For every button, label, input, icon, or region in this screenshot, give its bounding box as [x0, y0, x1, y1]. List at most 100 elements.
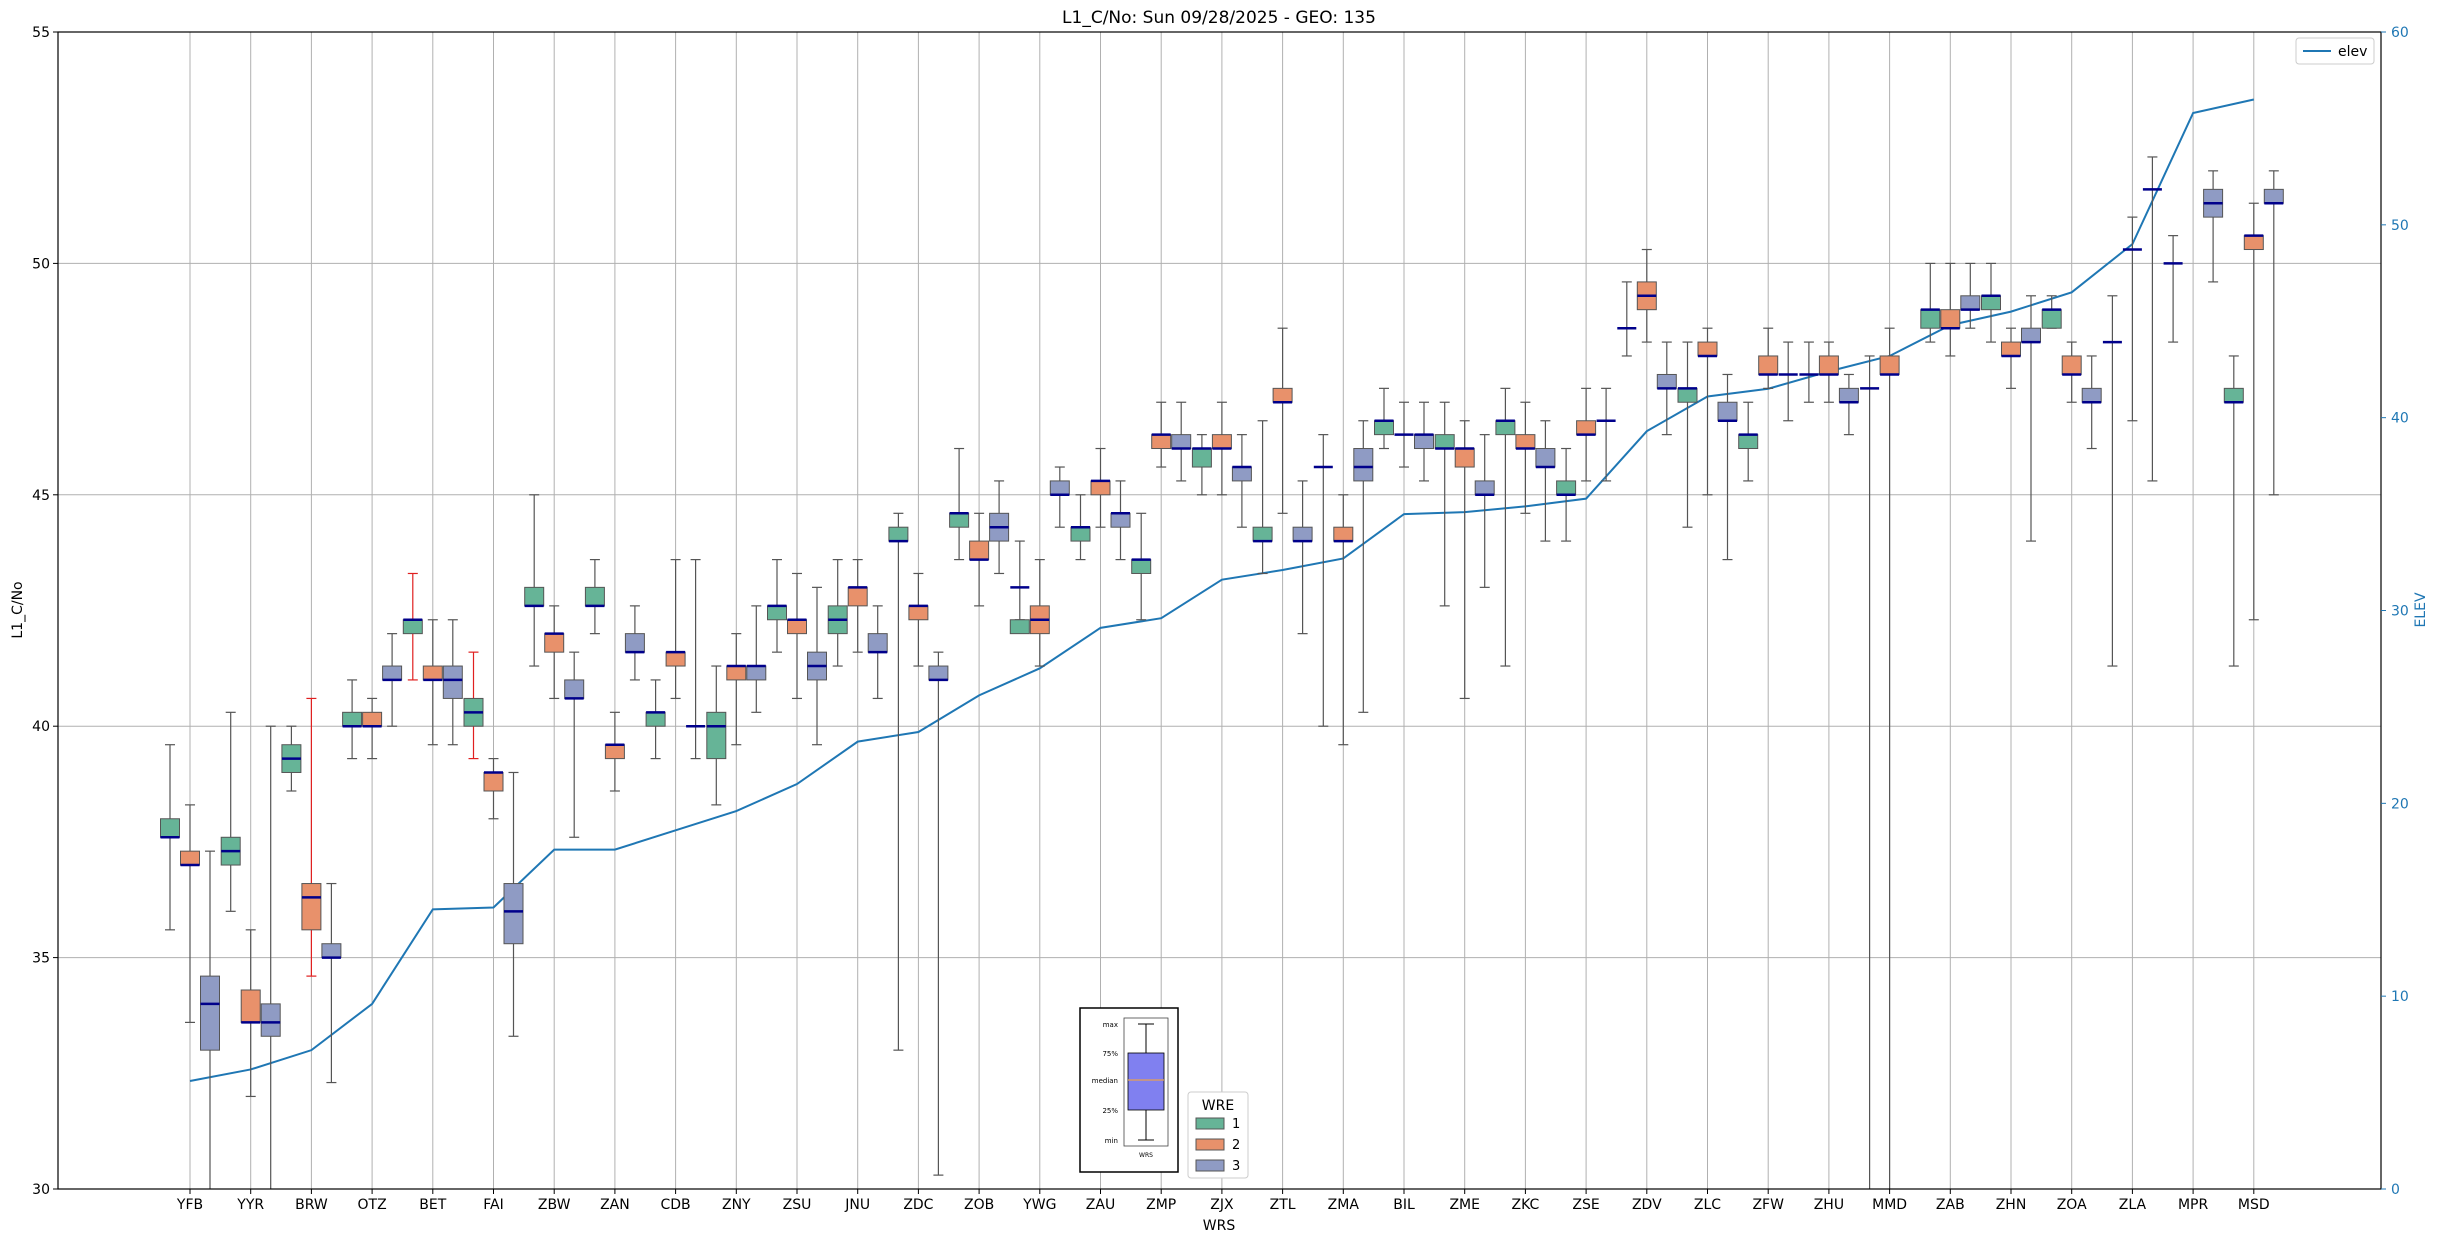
- y2-tick-label: 60: [2391, 25, 2409, 41]
- box-JNU-wre1: [827, 558, 848, 667]
- box-ZSU-wre2: [787, 572, 807, 700]
- box-ZSU-wre1: [767, 558, 787, 653]
- box-body: [949, 512, 970, 528]
- box-ZOB-wre3: [989, 480, 1010, 575]
- box-body: [1211, 434, 1232, 450]
- box-ZJX-wre2: [1211, 401, 1232, 496]
- box-ZAB-wre2: [1940, 262, 1961, 357]
- boxes-layer: [160, 156, 2284, 1189]
- key-box: max 75% median 25% min WRS: [1079, 1007, 1179, 1173]
- x-tick-label: ZMP: [1146, 1197, 1176, 1213]
- box-body: [767, 605, 787, 621]
- x-tick-label: ZME: [1449, 1197, 1480, 1213]
- box-ZSE-wre1: [1556, 447, 1577, 542]
- box-BRW-wre2: [301, 697, 322, 977]
- box-body: [1131, 559, 1152, 574]
- box-body: [1738, 434, 1759, 450]
- box-ZMA-wre3: [1353, 420, 1374, 713]
- box-body: [1535, 448, 1556, 468]
- x-tick-label: ZAN: [600, 1197, 630, 1213]
- box-ZMP-wre2: [1151, 401, 1172, 468]
- x-tick-label: CDB: [661, 1197, 691, 1213]
- y-tick-label: 45: [32, 488, 50, 504]
- x-axis-ticks: YFB YYR BRW OTZ BET FAI ZBW ZAN CDB ZNY ZSU JNU ZDC Z…: [176, 1189, 2270, 1213]
- box-ZLA-wre3: [2142, 156, 2162, 482]
- box-body: [1292, 526, 1313, 542]
- box-ZDV-wre1: [1617, 281, 1637, 357]
- x-tick-label: ZHN: [1996, 1197, 2027, 1213]
- box-ZAU-wre2: [1090, 447, 1111, 528]
- x-tick-label: BET: [419, 1197, 446, 1213]
- box-body: [1474, 480, 1495, 496]
- box-body: [1191, 448, 1212, 468]
- box-ZME-wre3: [1474, 434, 1495, 588]
- box-body: [483, 771, 504, 792]
- box-ZLC-wre3: [1717, 373, 1738, 561]
- x-tick-label: FAI: [483, 1197, 503, 1213]
- box-ZMA-wre1: [1313, 434, 1333, 727]
- wre-legend: WRE 1 2 3: [1187, 1091, 1249, 1179]
- box-ZSU-wre3: [807, 586, 827, 746]
- x-tick-label: OTZ: [358, 1197, 387, 1213]
- box-ZLC-wre1: [1677, 341, 1698, 528]
- box-body: [1333, 526, 1354, 542]
- box-body: [726, 665, 747, 681]
- box-body: [1556, 480, 1577, 496]
- x-tick-label: ZLA: [2119, 1197, 2147, 1213]
- box-body: [2223, 387, 2244, 403]
- box-body: [200, 975, 220, 1051]
- box-ZHU-wre1: [1799, 341, 1819, 403]
- box-body: [1818, 355, 1839, 375]
- box-body: [888, 526, 909, 542]
- box-ZDC-wre3: [928, 651, 949, 1176]
- box-FAI-wre1: [463, 651, 484, 760]
- box-body: [1009, 619, 1030, 635]
- y2-tick-label: 20: [2391, 796, 2409, 812]
- y-axis-ticks: 30 35 40 45 50 55: [32, 25, 58, 1198]
- box-body: [301, 883, 322, 931]
- box-ZKC-wre1: [1495, 387, 1516, 667]
- box-body: [1838, 387, 1859, 403]
- x-tick-label: MPR: [2178, 1197, 2209, 1213]
- chart-title: L1_C/No: Sun 09/28/2025 - GEO: 135: [1062, 8, 1376, 28]
- box-body: [2041, 309, 2062, 329]
- box-ZSE-wre2: [1576, 387, 1597, 482]
- box-body: [1960, 295, 1981, 311]
- box-body: [1252, 526, 1273, 542]
- box-body: [402, 619, 423, 635]
- box-body: [1454, 448, 1475, 468]
- x-tick-label: ZLC: [1694, 1197, 1721, 1213]
- key-label-min: min: [1105, 1137, 1118, 1145]
- box-OTZ-wre3: [382, 633, 403, 727]
- wre-legend-frame: [1187, 1091, 1249, 1179]
- box-ZAB-wre1: [1920, 262, 1941, 343]
- box-YYR-wre3: [260, 725, 281, 1189]
- box-body: [1049, 480, 1070, 496]
- box-body: [2001, 341, 2021, 357]
- box-body: [2021, 327, 2041, 343]
- box-ZHU-wre2: [1818, 341, 1839, 403]
- box-YFB-wre2: [180, 804, 200, 1023]
- box-ZHU-wre3: [1838, 373, 1859, 436]
- box-body: [442, 665, 463, 699]
- box-ZLA-wre1: [2102, 295, 2122, 667]
- box-body: [1981, 295, 2001, 311]
- x-tick-label: ZSU: [783, 1197, 812, 1213]
- box-ZBW-wre1: [524, 494, 545, 667]
- box-body: [240, 989, 261, 1023]
- box-MMD-wre2: [1879, 327, 1900, 1189]
- key-box-body: [1127, 1052, 1165, 1111]
- wre-legend-swatch-1: [1195, 1117, 1225, 1130]
- box-body: [787, 619, 807, 635]
- box-MSD-wre1: [2223, 355, 2244, 667]
- box-ZFW-wre2: [1758, 327, 1779, 389]
- x-tick-label: ZBW: [538, 1197, 571, 1213]
- x-tick-label: MSD: [2238, 1197, 2270, 1213]
- box-body: [1940, 309, 1961, 329]
- x-tick-label: YFB: [176, 1197, 203, 1213]
- box-body: [382, 665, 403, 681]
- x-tick-label: JNU: [844, 1197, 870, 1213]
- elev-legend: elev: [2295, 37, 2375, 65]
- key-label-max: max: [1103, 1021, 1118, 1029]
